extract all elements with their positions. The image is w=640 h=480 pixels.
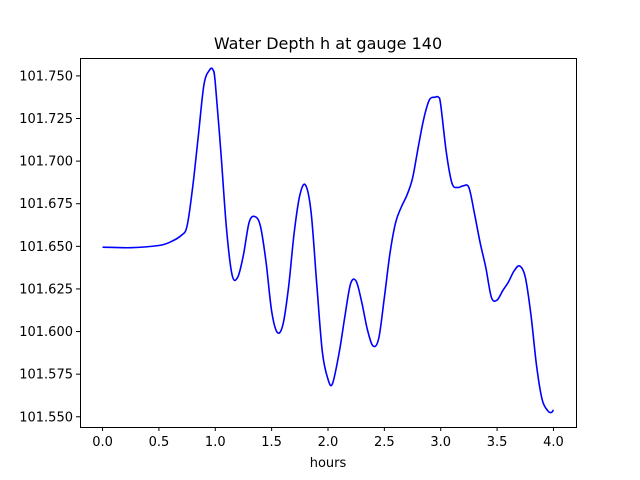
- x-tick-label: 2.5: [374, 435, 395, 450]
- x-tick-label: 1.5: [261, 435, 282, 450]
- y-tick-label: 101.550: [19, 410, 73, 425]
- x-tick-label: 2.0: [318, 435, 339, 450]
- x-tick-label: 0.0: [92, 435, 113, 450]
- x-tick-label: 3.0: [430, 435, 451, 450]
- y-tick-label: 101.625: [19, 282, 73, 297]
- y-tick-label: 101.575: [19, 368, 73, 383]
- series-line: [102, 67, 555, 414]
- x-axis: 0.0 0.5 1.0 1.5 2.0 2.5 3.0 3.5 4.0: [92, 427, 564, 450]
- x-tick-label: 3.5: [487, 435, 508, 450]
- y-tick-label: 101.700: [19, 155, 73, 170]
- x-tick-label: 4.0: [543, 435, 564, 450]
- x-tick-label: 1.0: [205, 435, 226, 450]
- y-tick-label: 101.650: [19, 240, 73, 255]
- y-tick-label: 101.675: [19, 197, 73, 212]
- x-axis-label: hours: [310, 456, 347, 471]
- y-tick-label: 101.725: [19, 112, 73, 127]
- y-tick-label: 101.750: [19, 69, 73, 84]
- y-axis: 101.550 101.575 101.600 101.625 101.650 101.6…: [19, 69, 80, 425]
- x-tick-label: 0.5: [149, 435, 170, 450]
- plot-frame: [80, 58, 577, 428]
- plot-area: [102, 67, 555, 414]
- y-tick-label: 101.600: [19, 325, 73, 340]
- chart-title: Water Depth h at gauge 140: [214, 34, 442, 53]
